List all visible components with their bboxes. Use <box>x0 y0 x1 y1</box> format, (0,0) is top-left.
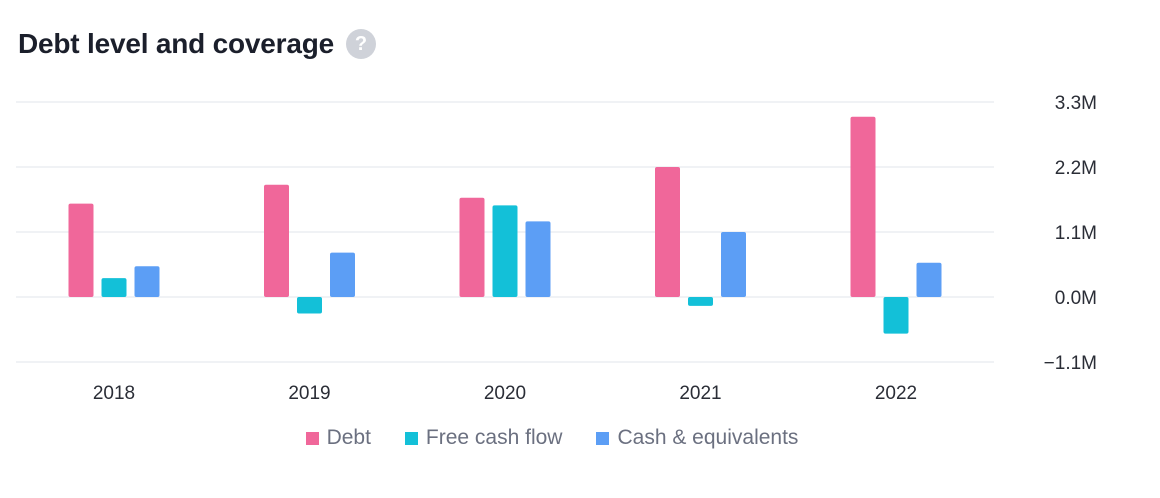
y-tick-label: 2.2M <box>1055 158 1097 179</box>
bar-debt-2018[interactable] <box>68 203 94 297</box>
x-tick-label-2020: 2020 <box>484 383 526 404</box>
bar-cash-equivalents-2020[interactable] <box>525 221 551 297</box>
bar-debt-2019[interactable] <box>264 184 289 297</box>
bar-cash-equivalents-2021[interactable] <box>721 232 746 297</box>
chart-legend: Debt Free cash flow Cash & equivalents <box>0 426 1160 450</box>
legend-swatch-cash-equivalents <box>596 431 610 445</box>
bar-cash-equivalents-2019[interactable] <box>330 252 355 297</box>
bar-free-cash-flow-2020[interactable] <box>492 205 518 297</box>
y-axis-ticks: 3.3M 2.2M 1.1M 0.0M −1.1M <box>1044 93 1097 374</box>
x-tick-label-2022: 2022 <box>875 383 917 404</box>
bars <box>68 116 942 334</box>
y-tick-label: 3.3M <box>1055 93 1097 114</box>
legend-item-cash-equivalents[interactable]: Cash & equivalents <box>596 426 798 450</box>
x-tick-label-2021: 2021 <box>679 383 721 404</box>
x-tick-label-2018: 2018 <box>93 383 135 404</box>
chart-header: Debt level and coverage ? <box>18 28 376 60</box>
bar-free-cash-flow-2018[interactable] <box>101 278 127 297</box>
legend-label: Debt <box>326 426 371 449</box>
question-mark-icon[interactable]: ? <box>345 29 376 59</box>
x-axis-ticks: 2018 2019 2020 2021 2022 <box>93 383 917 404</box>
bar-free-cash-flow-2022[interactable] <box>883 297 909 334</box>
legend-item-free-cash-flow[interactable]: Free cash flow <box>404 426 563 450</box>
bar-debt-2022[interactable] <box>850 116 876 297</box>
legend-label: Free cash flow <box>425 426 563 449</box>
bar-free-cash-flow-2019[interactable] <box>297 297 322 314</box>
chart-title: Debt level and coverage <box>18 28 334 59</box>
bar-cash-equivalents-2022[interactable] <box>916 262 942 297</box>
bar-cash-equivalents-2018[interactable] <box>134 266 160 297</box>
legend-label: Cash & equivalents <box>617 426 799 449</box>
legend-item-debt[interactable]: Debt <box>305 426 371 450</box>
legend-swatch-debt <box>305 431 319 445</box>
legend-swatch-free-cash-flow <box>404 431 418 445</box>
bar-debt-2021[interactable] <box>655 167 680 297</box>
y-tick-label: 1.1M <box>1055 223 1097 244</box>
y-tick-label: 0.0M <box>1055 288 1097 309</box>
bar-free-cash-flow-2021[interactable] <box>688 297 713 306</box>
x-tick-label-2019: 2019 <box>288 383 330 404</box>
bar-debt-2020[interactable] <box>459 197 485 297</box>
y-tick-label: −1.1M <box>1044 353 1097 374</box>
